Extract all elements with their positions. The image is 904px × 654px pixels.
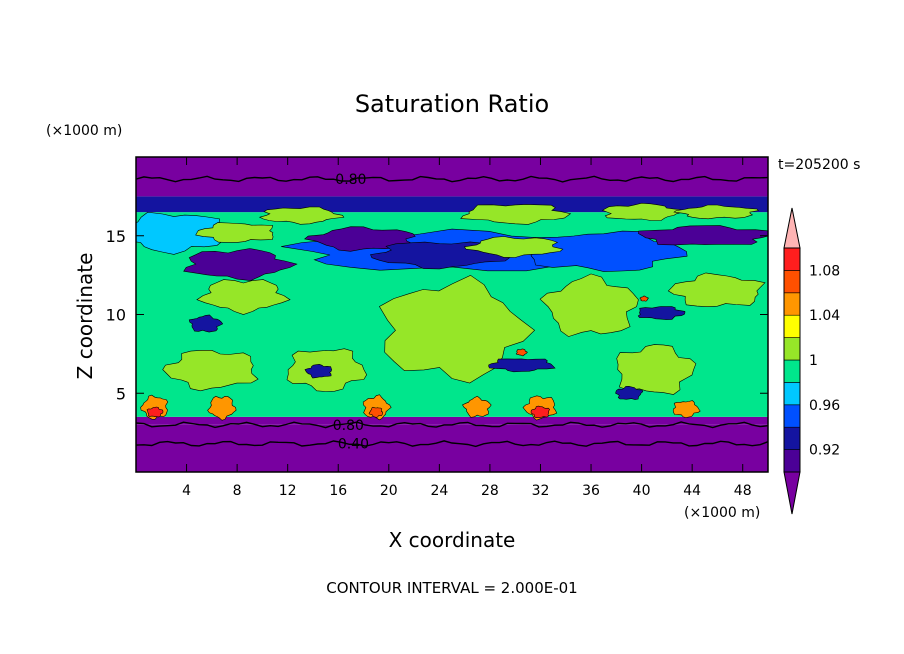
x-tick-label: 20 [380,483,398,499]
field-feature [207,395,237,421]
x-unit-label: (×1000 m) [684,505,760,521]
field-feature [304,363,333,379]
plot-area [136,157,768,472]
colorbar-segment [783,247,801,271]
colorbar-segment [783,314,801,338]
colorbar-segment [783,270,801,294]
field-feature [162,350,259,392]
colorbar-segment [783,359,801,383]
x-tick-label: 40 [633,483,651,499]
field-band [136,416,768,425]
contour-label: 0.80 [335,172,366,188]
contour-interval-label: CONTOUR INTERVAL = 2.000E-01 [326,579,577,597]
x-tick-label: 48 [734,483,752,499]
field-feature [368,406,383,418]
field-feature [673,204,759,220]
contour-label: 0.80 [333,418,364,434]
x-axis-label: X coordinate [389,528,516,552]
field-feature [196,279,291,315]
colorbar-segment [783,426,801,450]
x-tick-label: 16 [329,483,347,499]
field-feature [188,314,224,333]
field-feature [601,202,686,221]
y-axis-ticks: 5 10 15 [106,227,768,403]
x-tick-label: 28 [481,483,499,499]
field-feature [460,204,572,225]
chart-title: Saturation Ratio [355,90,549,118]
field-feature [136,211,228,255]
colorbar-segment [783,292,801,316]
field-feature [258,206,345,225]
field-feature [667,272,766,308]
field-feature [195,222,274,243]
colorbar: 1.08 1.04 1 0.96 0.92 [783,207,840,515]
field-feature [183,248,298,281]
colorbar-over-triangle [783,207,801,249]
y-unit-label: (×1000 m) [46,123,122,139]
x-tick-label: 44 [683,483,701,499]
field-features [136,202,768,421]
colorbar-segment [783,404,801,428]
colorbar-frame [783,247,801,473]
field-feature [515,348,528,357]
field-band [136,424,768,472]
contour-line [136,175,768,183]
x-tick-label: 24 [430,483,448,499]
field-feature [462,395,492,418]
colorbar-label: 0.92 [809,443,840,459]
contour-labels: 0.80 0.80 0.40 [333,172,369,453]
field-feature [146,406,164,418]
field-feature [530,405,550,419]
x-axis-ticks: 4 8 12 16 20 24 28 32 36 40 44 48 [182,157,752,499]
field-feature [672,400,701,419]
time-label: t=205200 s [778,157,860,173]
field-feature [539,273,639,337]
field-feature [488,358,556,373]
y-tick-label: 15 [106,227,126,246]
y-tick-label: 10 [106,306,126,325]
y-axis-label: Z coordinate [73,253,97,380]
contour-line [136,440,768,448]
colorbar-label: 1.08 [809,263,840,279]
colorbar-under-triangle [783,471,801,515]
colorbar-segment [783,449,801,473]
x-tick-label: 8 [233,483,242,499]
colorbar-label: 1.04 [809,308,840,324]
contour-line [136,421,768,429]
field-feature [639,295,649,302]
x-tick-label: 36 [582,483,600,499]
y-tick-label: 5 [116,384,126,403]
field-feature [616,344,697,395]
field-feature [378,274,536,384]
colorbar-label: 1 [809,353,818,369]
x-tick-label: 4 [182,483,191,499]
colorbar-segment [783,337,801,361]
field-feature [638,225,768,246]
contour-lines [136,175,768,448]
colorbar-segment [783,382,801,406]
x-tick-label: 12 [279,483,297,499]
contour-label: 0.40 [338,437,369,453]
field-band [136,157,768,197]
field-feature [463,236,564,258]
colorbar-label: 0.96 [809,398,840,414]
field-feature [637,306,686,320]
field-feature [615,385,644,400]
x-tick-label: 32 [532,483,550,499]
